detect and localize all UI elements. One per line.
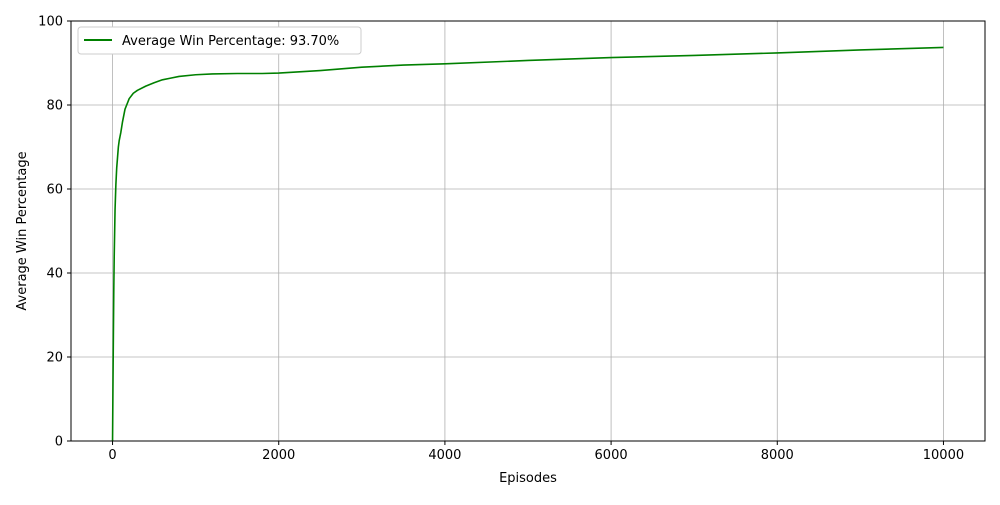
y-tick-label: 100 xyxy=(38,15,63,30)
legend-box xyxy=(77,26,362,55)
legend: Average Win Percentage: 93.70% xyxy=(77,26,362,55)
x-tick-label: 8000 xyxy=(761,448,794,463)
y-tick-label: 0 xyxy=(55,435,63,450)
axes-frame xyxy=(70,20,986,442)
y-tick-label: 20 xyxy=(46,351,63,366)
y-axis-label: Average Win Percentage xyxy=(15,151,30,310)
x-tick-label: 4000 xyxy=(428,448,461,463)
x-tick-label: 0 xyxy=(108,448,116,463)
y-tick-label: 60 xyxy=(46,183,63,198)
grid xyxy=(71,20,985,442)
legend-entry: Average Win Percentage: 93.70% xyxy=(122,34,339,49)
ticks: 0 2000 4000 6000 8000 10000 0 20 40 60 80 100 xyxy=(38,15,964,464)
y-tick-label: 80 xyxy=(46,99,63,114)
x-tick-label: 2000 xyxy=(262,448,295,463)
x-tick-label: 10000 xyxy=(923,448,964,463)
x-tick-label: 6000 xyxy=(595,448,628,463)
series-layer xyxy=(111,46,944,442)
x-axis-label: Episodes xyxy=(499,471,557,486)
y-tick-label: 40 xyxy=(46,267,63,282)
series-line xyxy=(111,46,944,442)
